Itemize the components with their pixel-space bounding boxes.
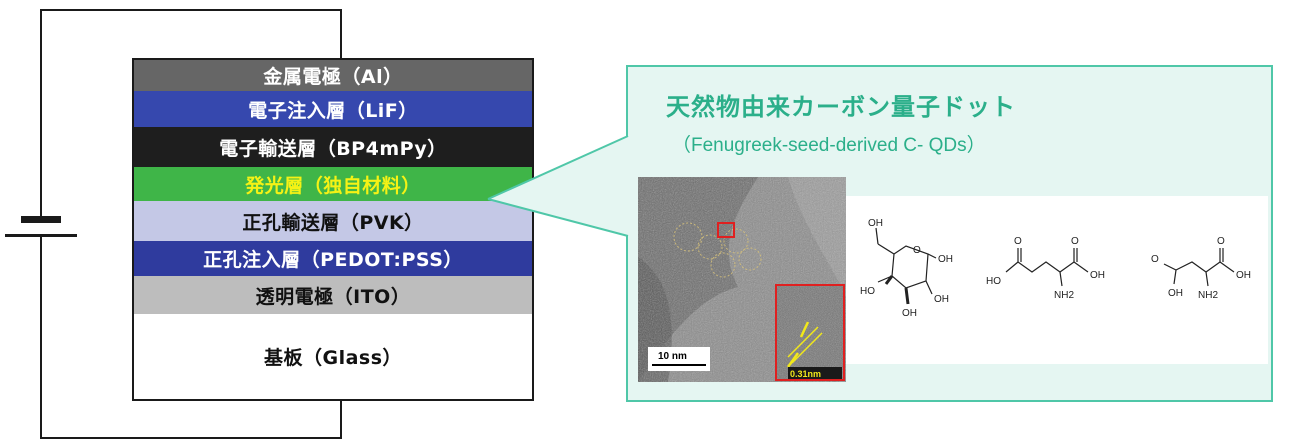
tem-image: 0.31nm 10 nm xyxy=(638,177,846,382)
panel-title: 天然物由来カーボン量子ドット xyxy=(666,93,1016,121)
lattice-spacing-label: 0.31nm xyxy=(790,369,821,379)
glutamic-o-left: O xyxy=(1014,236,1022,247)
layer-label: 正孔注入層（PEDOT:PSS） xyxy=(203,249,463,271)
battery-long-plate xyxy=(5,234,77,237)
circuit-wire-top xyxy=(40,9,342,11)
glucose-oh-bottom: OH xyxy=(902,308,917,319)
layer-electron-injection: 電子注入層（LiF） xyxy=(134,91,532,127)
aspartic-oh-left: OH xyxy=(1168,288,1183,299)
circuit-wire-top-drop xyxy=(340,9,342,59)
layer-label: 電子輸送層（BP4mPy） xyxy=(219,137,447,160)
layer-emission: 発光層（独自材料） xyxy=(134,167,532,201)
inset-hrtem: 0.31nm xyxy=(775,284,845,381)
circuit-wire-top-vertical xyxy=(40,9,42,220)
layer-label: 基板（Glass） xyxy=(263,347,403,369)
device-layer-stack: 金属電極（Al） 電子注入層（LiF） 電子輸送層（BP4mPy） 発光層（独自… xyxy=(132,58,534,401)
layer-label: 発光層（独自材料） xyxy=(245,174,421,197)
aspartic-oh-right: OH xyxy=(1236,270,1251,281)
layer-hole-transport: 正孔輸送層（PVK） xyxy=(134,201,532,241)
glucose-structure xyxy=(875,227,937,305)
layer-label: 正孔輸送層（PVK） xyxy=(242,211,424,234)
glutamic-nh2: NH2 xyxy=(1054,290,1074,301)
molecule-structures: OH O OH HO OH OH HO O O OH NH2 O OH O OH… xyxy=(860,218,1251,319)
layer-label: 透明電極（ITO） xyxy=(255,285,411,308)
glucose-ho-left: HO xyxy=(860,286,875,297)
battery-short-plate xyxy=(21,216,61,223)
glutamic-oh: OH xyxy=(1090,270,1105,281)
glucose-oh-right: OH xyxy=(938,254,953,265)
aspartic-o-right: O xyxy=(1217,236,1225,247)
tem-micrograph: 0.31nm 10 nm xyxy=(638,177,846,382)
layer-electron-transport: 電子輸送層（BP4mPy） xyxy=(134,127,532,167)
layer-substrate: 基板（Glass） xyxy=(134,314,532,399)
glucose-ring-o: O xyxy=(913,245,921,256)
glutamic-ho: HO xyxy=(986,276,1001,287)
scale-bar: 10 nm xyxy=(648,347,710,371)
molecule-box xyxy=(846,196,1268,364)
layer-metal-electrode: 金属電極（Al） xyxy=(134,60,532,91)
layer-label: 電子注入層（LiF） xyxy=(248,99,418,122)
dot-outlines xyxy=(673,222,762,278)
selection-box xyxy=(717,222,735,238)
circuit-wire-bottom xyxy=(40,437,342,439)
panel-subtitle: （Fenugreek-seed-derived C- QDs） xyxy=(672,135,986,156)
circuit-wire-bottom-rise xyxy=(340,400,342,439)
aspartic-nh2: NH2 xyxy=(1198,290,1218,301)
circuit-wire-bottom-vertical xyxy=(40,236,42,439)
layer-transparent-electrode: 透明電極（ITO） xyxy=(134,276,532,314)
layer-hole-injection: 正孔注入層（PEDOT:PSS） xyxy=(134,241,532,276)
glucose-oh-top: OH xyxy=(868,218,883,229)
layer-label: 金属電極（Al） xyxy=(263,66,403,88)
aspartic-o-left: O xyxy=(1151,254,1159,265)
glutamic-acid-structure xyxy=(1005,248,1089,287)
glucose-oh-lower-right: OH xyxy=(934,294,949,305)
scale-bar-label: 10 nm xyxy=(658,351,687,362)
glutamic-o-right: O xyxy=(1071,236,1079,247)
aspartic-acid-structure xyxy=(1163,248,1235,287)
